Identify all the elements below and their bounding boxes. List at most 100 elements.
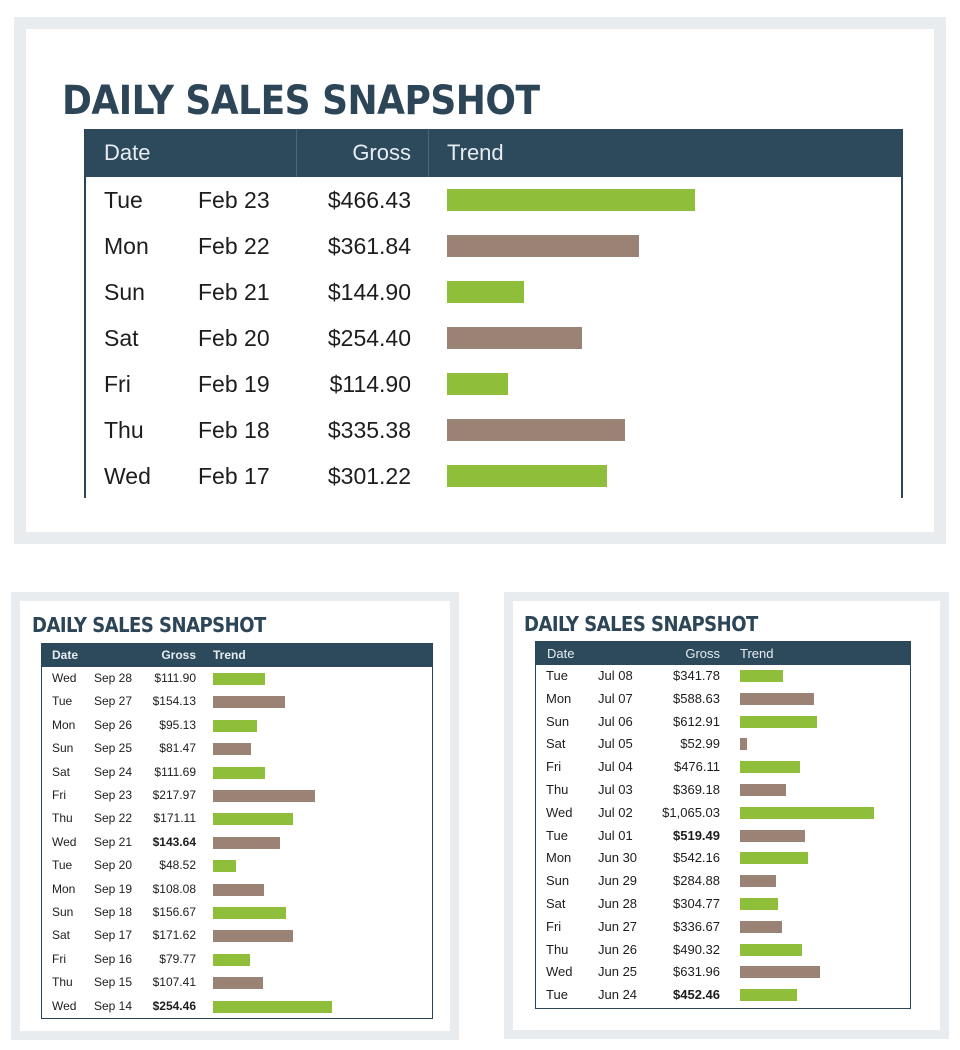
gross-cell: $1,065.03 <box>662 804 720 820</box>
date-cell: Jul 08 <box>598 668 633 683</box>
day-cell: Sun <box>546 873 570 889</box>
trend-bar <box>447 465 607 487</box>
trend-bar <box>740 670 783 682</box>
gross-cell: $171.11 <box>153 811 197 826</box>
trend-bar <box>447 373 508 395</box>
date-cell: Sep 21 <box>94 834 133 849</box>
table-header: Date Gross Trend <box>42 644 432 667</box>
gross-cell: $284.88 <box>673 873 720 889</box>
trend-bar <box>213 953 250 966</box>
gross-cell: $254.40 <box>327 325 411 351</box>
trend-bar <box>213 883 264 896</box>
day-cell: Wed <box>546 804 573 820</box>
gross-cell: $111.90 <box>154 671 196 685</box>
day-cell: Sat <box>546 896 566 911</box>
trend-bar <box>740 898 778 910</box>
date-cell: Sep 22 <box>94 811 133 826</box>
date-cell: Jun 25 <box>598 964 638 980</box>
date-cell: Jul 06 <box>598 713 633 729</box>
table-header: Date Gross Trend <box>86 129 901 177</box>
header-gross: Gross <box>685 646 720 661</box>
gross-cell: $542.16 <box>673 850 720 866</box>
table-row: Tue Jul 01 $519.49 <box>536 825 910 848</box>
trend-bar <box>213 836 280 849</box>
date-cell: Feb 21 <box>198 279 270 305</box>
gross-cell: $254.46 <box>152 998 196 1013</box>
table-row: Fri Sep 16 $79.77 <box>42 948 432 971</box>
date-cell: Jul 04 <box>598 759 633 775</box>
table-row: Sun Feb 21 $144.90 <box>86 269 901 315</box>
table-row: Sat Jul 05 $52.99 <box>536 733 910 756</box>
date-cell: Jun 30 <box>598 850 638 866</box>
day-cell: Sat <box>52 764 71 779</box>
day-cell: Fri <box>52 788 66 802</box>
snapshot-title: DAILY SALES SNAPSHOT <box>32 613 266 637</box>
trend-bar <box>213 930 293 943</box>
date-cell: Feb 18 <box>198 417 270 443</box>
gross-cell: $154.13 <box>152 694 196 709</box>
gross-cell: $111.69 <box>154 764 196 779</box>
table-row: Wed Sep 28 $111.90 <box>42 667 432 690</box>
header-trend: Trend <box>740 646 774 661</box>
table-row: Thu Jun 26 $490.32 <box>536 939 910 962</box>
date-cell: Sep 20 <box>94 858 133 873</box>
sales-table: Date Gross Trend Wed Sep 28 $111.90 Tue Sep … <box>41 643 433 1019</box>
date-cell: Jun 29 <box>598 873 638 889</box>
trend-bar <box>213 719 257 732</box>
date-cell: Jul 01 <box>598 827 633 843</box>
date-cell: Jun 28 <box>598 896 638 911</box>
gross-cell: $79.77 <box>159 951 196 966</box>
table-header: Date Gross Trend <box>536 642 910 665</box>
date-cell: Sep 27 <box>94 694 133 709</box>
day-cell: Sat <box>104 325 139 351</box>
table-row: Fri Jul 04 $476.11 <box>536 756 910 779</box>
trend-bar <box>740 920 782 933</box>
gross-cell: $466.43 <box>327 187 411 213</box>
trend-bar <box>213 977 263 990</box>
day-cell: Wed <box>546 964 573 980</box>
table-row: Sat Sep 24 $111.69 <box>42 761 432 784</box>
table-row: Fri Jun 27 $336.67 <box>536 916 910 939</box>
gross-cell: $588.63 <box>673 690 720 706</box>
gross-cell: $631.96 <box>673 964 720 980</box>
table-row: Fri Feb 19 $114.90 <box>86 361 901 407</box>
day-cell: Fri <box>546 759 562 775</box>
header-date: Date <box>52 648 79 662</box>
table-row: Sun Jul 06 $612.91 <box>536 711 910 734</box>
day-cell: Mon <box>104 233 149 259</box>
trend-bar <box>213 766 265 779</box>
trend-bar <box>740 806 874 819</box>
trend-bar <box>213 860 236 873</box>
trend-bar <box>447 235 639 257</box>
table-row: Mon Jul 07 $588.63 <box>536 688 910 711</box>
day-cell: Mon <box>546 690 572 706</box>
trend-bar <box>447 189 695 211</box>
gross-cell: $52.99 <box>680 736 720 752</box>
trend-bar <box>740 715 817 728</box>
day-cell: Thu <box>52 975 73 990</box>
trend-bar <box>740 784 786 796</box>
table-row: Thu Sep 15 $107.41 <box>42 971 432 994</box>
trend-bar <box>213 907 286 919</box>
trend-bar <box>740 738 747 751</box>
gross-cell: $217.97 <box>152 788 196 802</box>
gross-cell: $341.78 <box>673 668 720 683</box>
table-row: Sun Sep 25 $81.47 <box>42 737 432 760</box>
header-gross: Gross <box>352 140 411 165</box>
table-row: Wed Feb 17 $301.22 <box>86 453 901 499</box>
gross-cell: $144.90 <box>327 279 411 305</box>
gross-cell: $361.84 <box>327 233 411 259</box>
table-row: Sun Sep 18 $156.67 <box>42 901 432 924</box>
day-cell: Sun <box>546 713 570 729</box>
table-row: Tue Feb 23 $466.43 <box>86 177 901 223</box>
date-cell: Jun 24 <box>598 987 638 1003</box>
trend-bar <box>740 989 797 1002</box>
date-cell: Sep 18 <box>94 905 133 919</box>
day-cell: Tue <box>546 827 568 843</box>
table-row: Mon Sep 26 $95.13 <box>42 714 432 737</box>
header-separator <box>296 129 297 177</box>
header-separator <box>428 129 429 177</box>
date-cell: Sep 23 <box>94 788 133 802</box>
trend-bar <box>447 281 524 303</box>
gross-cell: $171.62 <box>152 928 196 943</box>
